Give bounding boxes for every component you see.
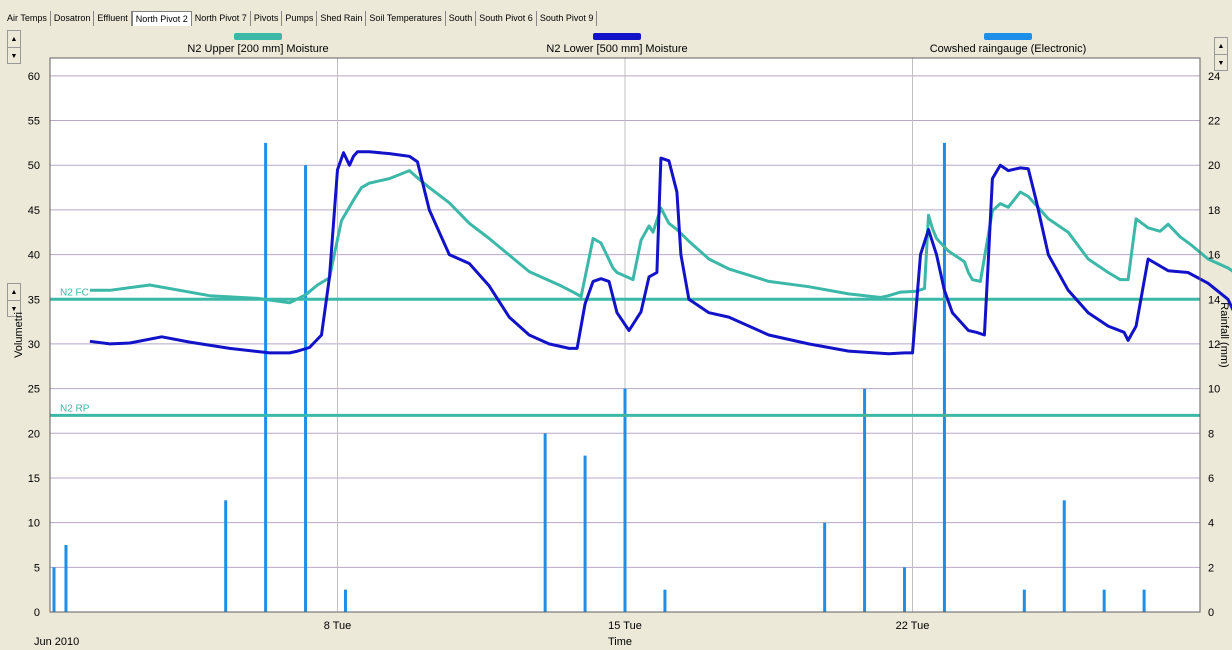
y-tick-left-label: 50 <box>28 160 40 172</box>
y-tick-left-label: 5 <box>34 562 40 574</box>
y-tick-right-label: 18 <box>1208 205 1220 217</box>
y-tick-left-label: 45 <box>28 205 40 217</box>
tab-north-pivot-7[interactable]: North Pivot 7 <box>192 11 251 26</box>
y-tick-right-label: 16 <box>1208 250 1220 262</box>
y-tick-right-label: 8 <box>1208 428 1214 440</box>
rain-bar <box>863 388 867 612</box>
reference-line-label: N2 RP <box>60 403 90 414</box>
lower-moisture-line <box>89 150 1232 356</box>
y-tick-left-label: 60 <box>28 71 40 83</box>
tab-north-pivot-2[interactable]: North Pivot 2 <box>131 11 192 26</box>
y-tick-right-label: 12 <box>1208 339 1220 351</box>
y-tick-right-label: 4 <box>1208 518 1214 530</box>
rain-bar <box>1062 500 1066 612</box>
arrow-down-icon[interactable]: ▼ <box>8 47 20 64</box>
y-tick-left-label: 25 <box>28 384 40 396</box>
y-tick-left-label: 30 <box>28 339 40 351</box>
arrow-down-icon[interactable]: ▼ <box>8 300 20 317</box>
x-tick-label: 22 Tue <box>896 620 930 632</box>
rain-bar <box>942 142 946 613</box>
y-tick-right-label: 10 <box>1208 384 1220 396</box>
tab-air-temps[interactable]: Air Temps <box>4 11 51 26</box>
upper-moisture-line <box>89 169 1232 305</box>
legend-swatch <box>234 33 282 40</box>
tab-south[interactable]: South <box>446 11 477 26</box>
y-tick-right-label: 6 <box>1208 473 1214 485</box>
y-tick-left-label: 0 <box>34 607 40 619</box>
y-tick-left-label: 55 <box>28 116 40 128</box>
y-tick-left-label: 15 <box>28 473 40 485</box>
rain-bar <box>823 522 827 612</box>
rain-bar <box>64 544 68 612</box>
x-axis-label: Time <box>608 636 632 648</box>
arrow-up-icon[interactable]: ▲ <box>10 288 18 296</box>
legend-swatch <box>593 33 641 40</box>
rain-bar <box>264 142 268 613</box>
tab-south-pivot-6[interactable]: South Pivot 6 <box>476 11 537 26</box>
tab-pumps[interactable]: Pumps <box>282 11 318 26</box>
rain-bar <box>583 455 587 612</box>
y-tick-left-label: 20 <box>28 428 40 440</box>
left-scroll-mid[interactable]: ▲ ▼ <box>7 283 21 317</box>
tab-dosatron[interactable]: Dosatron <box>51 11 95 26</box>
rain-bar <box>903 567 907 612</box>
x-start-label: Jun 2010 <box>34 636 79 648</box>
rain-bar <box>52 567 56 612</box>
y-tick-right-label: 2 <box>1208 562 1214 574</box>
x-tick-label: 15 Tue <box>608 620 642 632</box>
tab-soil-temperatures[interactable]: Soil Temperatures <box>366 11 446 26</box>
left-scroll-top[interactable]: ▲ ▼ <box>7 30 21 64</box>
rain-bar <box>304 165 308 612</box>
tab-shed-rain[interactable]: Shed Rain <box>317 11 367 26</box>
y-tick-right-label: 20 <box>1208 160 1220 172</box>
tab-effluent[interactable]: Effluent <box>94 11 132 26</box>
rain-bar <box>343 589 347 612</box>
plot-frame <box>49 57 1201 613</box>
y-tick-right-label: 0 <box>1208 607 1214 619</box>
tab-strip: Air Temps Dosatron Effluent North Pivot 2 No… <box>4 11 598 26</box>
legend-label: N2 Lower [500 mm] Moisture <box>546 43 687 55</box>
rain-bar <box>1142 589 1146 612</box>
rain-bar <box>224 500 228 612</box>
legend-swatch <box>984 33 1032 40</box>
legend-label: Cowshed raingauge (Electronic) <box>930 43 1087 55</box>
arrow-down-icon[interactable]: ▼ <box>1215 54 1227 71</box>
y-axis-left-label: Volumetri <box>13 312 25 358</box>
y-tick-right-label: 24 <box>1208 71 1220 83</box>
y-axis-right-label: Rainfall (mm) <box>1218 302 1230 367</box>
y-tick-left-label: 40 <box>28 250 40 262</box>
y-tick-right-label: 14 <box>1208 294 1220 306</box>
rain-bar <box>1022 589 1026 612</box>
x-tick-label: 8 Tue <box>324 620 352 632</box>
y-tick-left-label: 10 <box>28 518 40 530</box>
arrow-up-icon[interactable]: ▲ <box>10 35 18 43</box>
tab-pivots[interactable]: Pivots <box>251 11 283 26</box>
rain-bar <box>623 388 627 612</box>
y-tick-right-label: 22 <box>1208 116 1220 128</box>
rain-bar <box>1102 589 1106 612</box>
legend-label: N2 Upper [200 mm] Moisture <box>187 43 328 55</box>
rain-bar <box>663 589 667 612</box>
reference-line-label: N2 FC <box>60 287 89 298</box>
y-tick-left-label: 35 <box>28 294 40 306</box>
tab-bar: Air Temps Dosatron Effluent North Pivot 2 No… <box>0 0 1232 26</box>
rain-bar <box>543 433 547 612</box>
arrow-up-icon[interactable]: ▲ <box>1217 42 1225 50</box>
right-scroll-top[interactable]: ▲ ▼ <box>1214 37 1228 71</box>
tab-south-pivot-9[interactable]: South Pivot 9 <box>537 11 598 26</box>
